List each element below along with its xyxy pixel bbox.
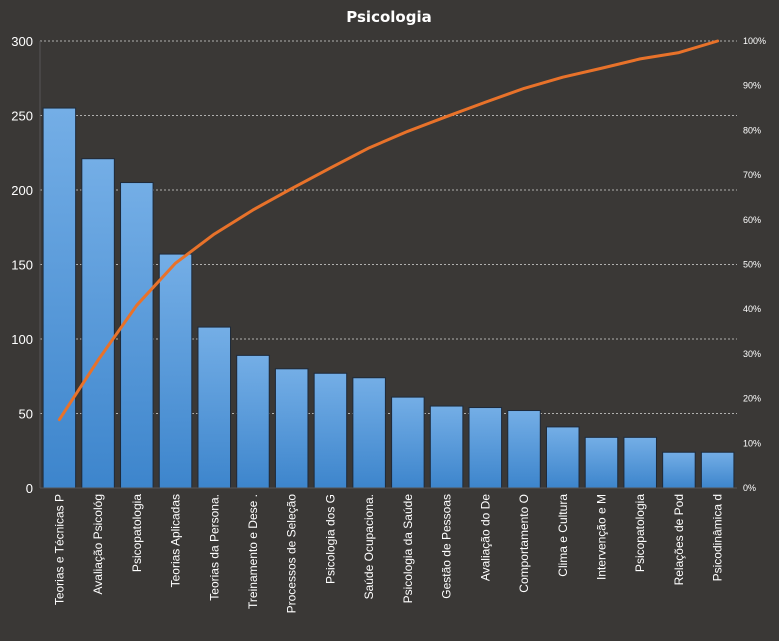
category-label: Processos de Seleção <box>285 494 299 614</box>
category-label: Psicopatologia <box>130 494 144 572</box>
y2-tick-label: 90% <box>743 81 761 91</box>
bar <box>468 407 503 489</box>
bar <box>662 451 696 489</box>
bar <box>545 426 580 489</box>
bar <box>81 158 115 489</box>
y-tick-label: 200 <box>11 183 33 198</box>
category-label: Comportamento O <box>517 494 531 593</box>
category-label: Intervenção e M <box>594 494 608 580</box>
category-label: Avaliação Psicológ <box>91 494 105 595</box>
bar <box>352 377 386 489</box>
bar <box>429 405 464 489</box>
y-tick-label: 0 <box>26 481 33 496</box>
y2-tick-label: 70% <box>743 170 761 180</box>
category-label: Treinamento e Dese . <box>246 494 260 609</box>
bar <box>236 354 270 489</box>
y-tick-label: 250 <box>11 109 33 124</box>
y2-tick-label: 0% <box>743 483 756 493</box>
bar <box>700 451 735 489</box>
category-label: Psicologia da Saúde <box>401 494 415 604</box>
bar <box>507 410 541 489</box>
category-label: Relações de Pod <box>672 494 686 585</box>
category-label: Gestão de Pessoas <box>440 494 454 599</box>
category-label: Psicodinâmica d <box>711 494 725 581</box>
cumulative-line <box>57 39 720 422</box>
category-label: Avaliação do De <box>478 494 492 581</box>
category-label: Teorias da Persona. <box>207 494 221 601</box>
category-label: Teorias Aplicadas <box>169 494 183 587</box>
category-label: Clima e Cultura <box>556 494 570 577</box>
y2-tick-label: 20% <box>743 394 761 404</box>
bar <box>120 182 154 489</box>
y2-tick-label: 100% <box>743 36 766 46</box>
bar <box>391 396 425 489</box>
category-label: Psicologia dos G <box>323 494 337 584</box>
y2-tick-label: 80% <box>743 125 761 135</box>
category-label: Teorias e Técnicas P <box>52 494 66 605</box>
y-tick-label: 50 <box>19 407 33 422</box>
bar <box>197 326 232 489</box>
y2-tick-label: 10% <box>743 438 761 448</box>
bar <box>584 436 619 489</box>
y2-tick-label: 40% <box>743 304 761 314</box>
y2-tick-label: 30% <box>743 349 761 359</box>
bar <box>623 436 657 489</box>
chart-title: Psicologia <box>346 8 431 26</box>
category-label: Saúde Ocupaciona. <box>362 494 376 599</box>
bar <box>158 253 193 489</box>
y-tick-label: 100 <box>11 332 33 347</box>
y2-tick-label: 60% <box>743 215 761 225</box>
bar <box>313 372 348 489</box>
bar <box>42 107 77 489</box>
y2-tick-label: 50% <box>743 260 761 270</box>
category-label: Psicopatologia <box>633 494 647 572</box>
y-tick-label: 300 <box>11 34 33 49</box>
bar <box>274 368 309 489</box>
y-tick-label: 150 <box>11 258 33 273</box>
